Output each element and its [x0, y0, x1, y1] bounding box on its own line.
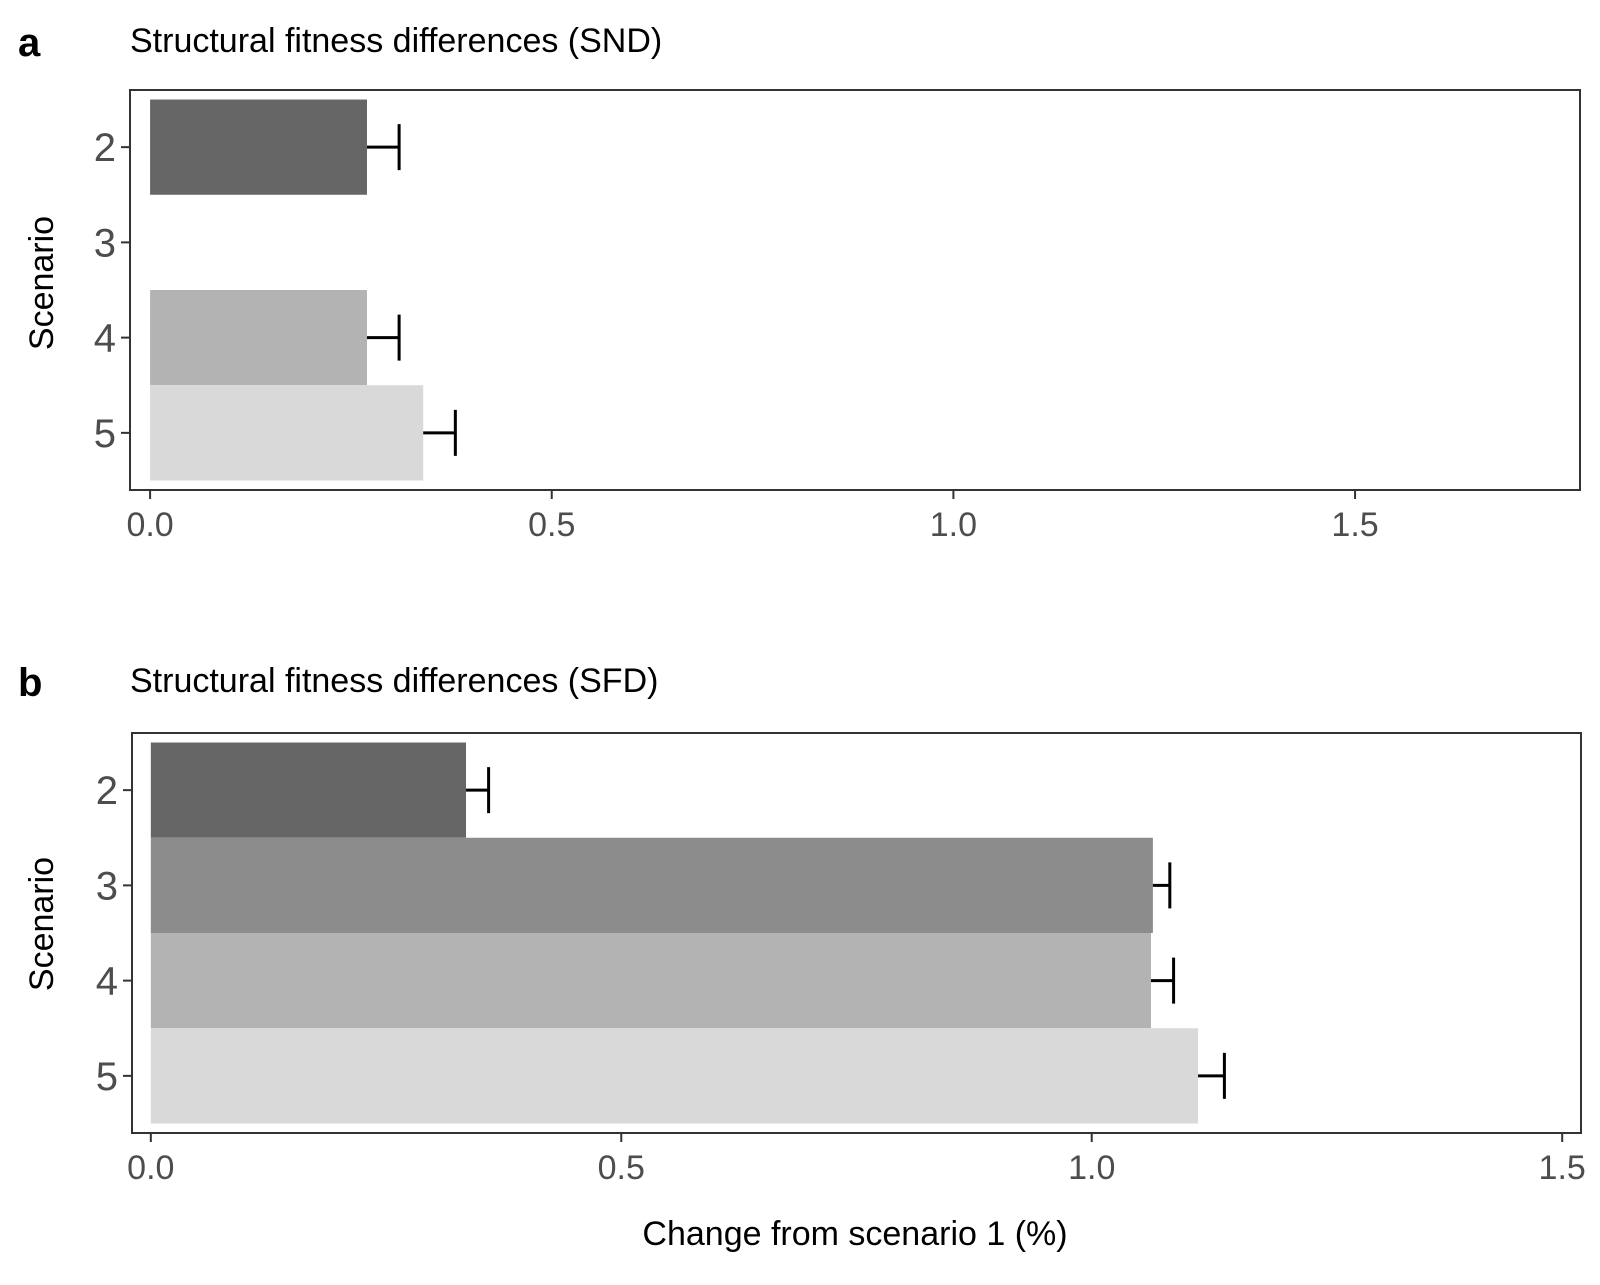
- panel-a-x-tick-label-3: 1.5: [1331, 506, 1378, 544]
- panel-b-error-bar-scenario-5: [1198, 1052, 1226, 1099]
- panel-b-bar-scenario-5: [150, 1028, 1199, 1124]
- panel-a: a Structural fitness differences (SND) S…: [18, 21, 1581, 544]
- panel-b-error-bar-scenario-3: [1152, 862, 1172, 909]
- panel-b-error-bar-scenario-2: [466, 767, 491, 814]
- panel-b-x-tick-label-0: 0.0: [127, 1149, 174, 1187]
- panel-b-bar-scenario-4: [150, 933, 1152, 1029]
- panel-a-y-tick-label-4: 4: [94, 317, 116, 361]
- panel-a-y-tick-label-3: 3: [94, 221, 116, 265]
- panel-a-y-tick-label-2: 2: [94, 126, 116, 170]
- panel-a-error-bar-scenario-5: [423, 409, 457, 456]
- panel-a-title: Structural fitness differences (SND): [130, 22, 662, 60]
- panel-b-letter: b: [18, 661, 42, 705]
- panel-b-y-axis-title: Scenario: [23, 857, 61, 991]
- panel-a-error-bar-scenario-4: [366, 314, 401, 361]
- panel-a-plot-border: [129, 89, 1581, 491]
- panel-b-y-tick-label-3: 3: [96, 864, 118, 908]
- panel-a-y-tick-label-5: 5: [94, 412, 116, 456]
- panel-b-plot-border: [131, 732, 1582, 1134]
- panel-a-y-axis-title: Scenario: [23, 216, 61, 350]
- panel-a-x-tick-label-0: 0.0: [126, 506, 173, 544]
- panel-b-bar-scenario-2: [150, 742, 467, 838]
- panel-a-bar-scenario-4: [150, 290, 367, 386]
- panel-b-bar-scenario-3: [150, 837, 1153, 933]
- panel-b-x-tick-label-3: 1.5: [1539, 1149, 1586, 1187]
- panel-b-title: Structural fitness differences (SFD): [130, 662, 658, 700]
- panel-b-y-tick-label-4: 4: [96, 960, 118, 1004]
- panel-b-y-tick-label-2: 2: [96, 769, 118, 813]
- panel-a-error-bar-scenario-2: [366, 124, 401, 171]
- panel-a-x-tick-label-2: 1.0: [930, 506, 977, 544]
- panel-b-error-bar-scenario-4: [1151, 957, 1176, 1004]
- panel-b-x-axis-title: Change from scenario 1 (%): [642, 1215, 1067, 1253]
- panel-b: b Structural fitness differences (SFD) S…: [18, 661, 1586, 1253]
- panel-b-x-tick-label-1: 0.5: [598, 1149, 645, 1187]
- panel-b-y-tick-label-5: 5: [96, 1055, 118, 1099]
- panel-a-letter: a: [18, 21, 41, 65]
- panel-a-bar-scenario-5: [150, 385, 424, 481]
- panel-b-x-tick-label-2: 1.0: [1068, 1149, 1115, 1187]
- panel-a-bar-scenario-2: [150, 99, 367, 195]
- panel-a-x-tick-label-1: 0.5: [528, 506, 575, 544]
